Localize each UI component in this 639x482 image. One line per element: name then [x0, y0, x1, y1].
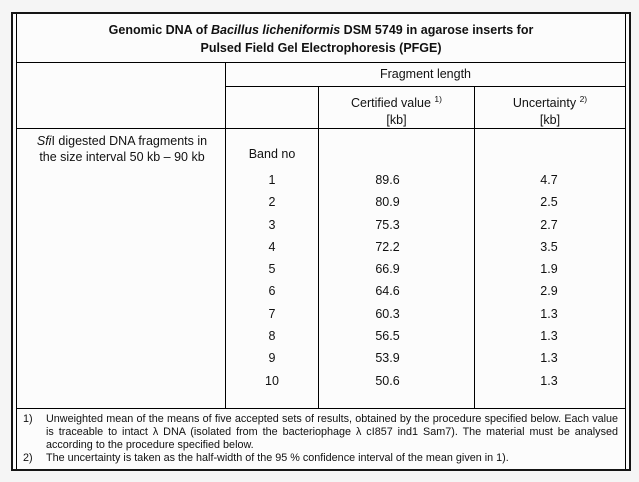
footnotes-section: 1) Unweighted mean of the means of five …	[17, 409, 625, 469]
footnote-2-marker: 2)	[23, 452, 33, 464]
footnote-1-text: Unweighted mean of the means of five acc…	[46, 413, 618, 451]
description-line1: I digested DNA fragments in	[51, 134, 208, 148]
uncertainty-label: Uncertainty	[512, 96, 577, 111]
band-no-value: 10	[265, 373, 279, 388]
uncertainty-value: 2.7	[540, 217, 558, 232]
table-title: Genomic DNA of Bacillus licheniformis DS…	[17, 14, 625, 62]
footnote-2-text: The uncertainty is taken as the half-wid…	[46, 452, 509, 464]
certified-value-footnote-ref: 1)	[434, 94, 442, 104]
uncertainty-value: 2.9	[540, 284, 558, 299]
uncertainty-header: Uncertainty 2) [kb]	[475, 87, 625, 128]
certified-value-header: Certified value 1) [kb]	[319, 87, 474, 128]
enzyme-name-italic: Sfi	[36, 134, 52, 148]
band-no-value: 5	[268, 262, 276, 277]
title-line1-suffix: DSM 5749 in agarose inserts for	[340, 23, 534, 37]
fragment-length-header: Fragment length	[226, 63, 625, 86]
uncertainty-value: 1.3	[540, 306, 558, 321]
band-no-value: 4	[268, 239, 276, 254]
band-no-value: 8	[268, 329, 276, 344]
uncertainty-value: 1.3	[540, 329, 558, 344]
band-no-value: 1	[268, 173, 276, 187]
band-no-value: 7	[268, 306, 276, 321]
band-no-value: 9	[268, 351, 276, 366]
uncertainty-value: 1.3	[540, 351, 558, 366]
certified-value: 75.3	[375, 217, 400, 232]
uncertainty-column: 4.7 2.5 2.7 3.5 1.9 2.9 1.3 1.3 1.3 1.3	[475, 129, 625, 408]
footnote-1-marker: 1)	[23, 413, 33, 425]
band-no-header-empty-cell	[226, 87, 318, 128]
certified-value: 72.2	[375, 239, 400, 254]
title-line2: Pulsed Field Gel Electrophoresis (PFGE)	[200, 41, 442, 55]
certified-value: 89.6	[375, 173, 400, 187]
uncertainty-value: 2.5	[540, 195, 558, 210]
certificate-table-frame: Genomic DNA of Bacillus licheniformis DS…	[11, 12, 631, 471]
fragment-length-label: Fragment length	[379, 67, 472, 81]
band-no-value: 3	[268, 217, 276, 232]
certified-value-column: 89.6 80.9 75.3 72.2 66.9 64.6 60.3 56.5 …	[319, 129, 474, 408]
uncertainty-column-spacer	[475, 129, 625, 169]
sample-description: SfiI digested DNA fragments in the size …	[17, 129, 225, 408]
certified-value: 56.5	[375, 329, 400, 344]
certified-value: 80.9	[375, 195, 400, 210]
uncertainty-footnote-ref: 2)	[579, 94, 588, 104]
description-header-empty-cell	[17, 63, 225, 128]
band-no-column: Band no 1 2 3 4 5 6 7 8 9 10	[226, 129, 318, 408]
band-no-column-label: Band no	[248, 147, 296, 161]
certified-value: 60.3	[375, 306, 400, 321]
title-organism-italic: Bacillus licheniformis	[210, 23, 341, 37]
certified-value: 66.9	[375, 262, 400, 277]
certified-value-label: Certified value	[351, 96, 431, 111]
footnote-2: 2) The uncertainty is taken as the half-…	[23, 452, 618, 465]
uncertainty-unit: [kb]	[539, 113, 561, 128]
certified-value: 50.6	[375, 373, 400, 388]
certified-value: 53.9	[375, 351, 400, 366]
pfge-certified-values-table: Genomic DNA of Bacillus licheniformis DS…	[16, 14, 626, 469]
uncertainty-value: 4.7	[540, 173, 558, 187]
uncertainty-value: 3.5	[540, 239, 558, 254]
certified-value: 64.6	[375, 284, 400, 299]
certified-value-unit: [kb]	[386, 113, 407, 128]
certified-column-spacer	[319, 129, 474, 169]
uncertainty-value: 1.9	[540, 262, 558, 277]
footnote-1: 1) Unweighted mean of the means of five …	[23, 413, 618, 452]
band-no-value: 6	[268, 284, 276, 299]
band-no-value: 2	[268, 195, 276, 210]
uncertainty-value: 1.3	[540, 373, 558, 388]
title-line1-prefix: Genomic DNA of	[108, 23, 211, 37]
description-line2: the size interval 50 kb – 90 kb	[39, 150, 205, 164]
